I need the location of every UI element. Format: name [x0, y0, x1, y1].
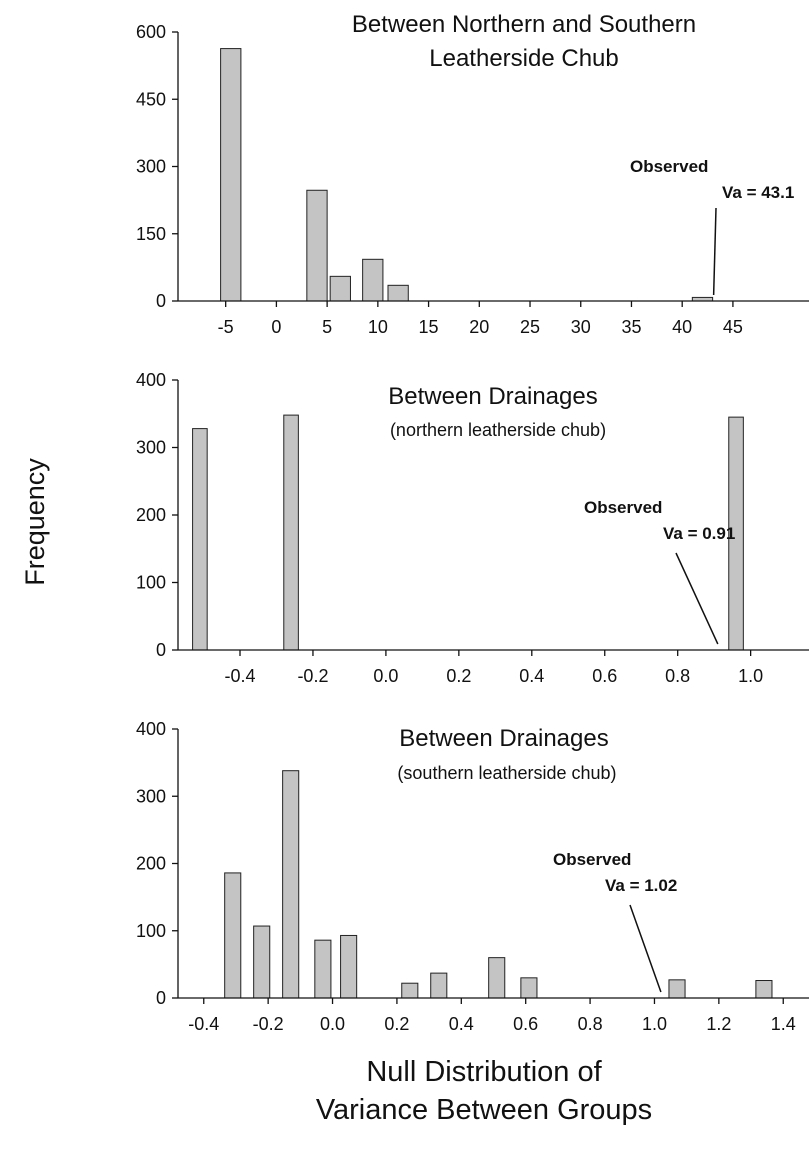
y-tick-label: 150	[136, 224, 166, 244]
panels: 0 150 300 450 600 -5 0 5 10 15 20 25 30 35 40 45 Between…	[136, 11, 809, 1034]
x-tick-label: 10	[368, 317, 388, 337]
y-tick-label: 0	[156, 988, 166, 1008]
bar	[362, 258, 384, 302]
bar	[387, 284, 409, 302]
x-tick-label: -0.4	[188, 1014, 219, 1034]
bar	[314, 939, 332, 999]
x-tick-label: 0	[271, 317, 281, 337]
x-tick-label: -5	[218, 317, 234, 337]
observed-label: Observed	[584, 498, 662, 517]
y-tick-label: 300	[136, 438, 166, 458]
x-tick-label: 20	[469, 317, 489, 337]
y-tick-label: 300	[136, 157, 166, 177]
bar	[329, 275, 351, 302]
y-tick-label: 200	[136, 854, 166, 874]
x-tick-label: 45	[723, 317, 743, 337]
panel-title: Leatherside Chub	[429, 45, 618, 72]
observed-label: Observed	[630, 157, 708, 176]
y-tick-label: 450	[136, 89, 166, 109]
bar	[253, 925, 271, 999]
x-tick-label: 5	[322, 317, 332, 337]
x-tick-label: -0.4	[224, 666, 255, 686]
x-tick-label: 0.2	[446, 666, 471, 686]
y-tick-label: 0	[156, 291, 166, 311]
bar	[520, 977, 538, 999]
x-tick-label: 0.6	[513, 1014, 538, 1034]
x-tick-label: 30	[571, 317, 591, 337]
x-axis-label-line1: Null Distribution of	[366, 1056, 602, 1088]
x-tick-label: 25	[520, 317, 540, 337]
observed-value: Va = 1.02	[605, 876, 677, 895]
x-tick-label: 1.4	[771, 1014, 796, 1034]
bar	[283, 414, 299, 651]
observed-pointer-line	[675, 552, 719, 645]
bar	[306, 189, 328, 302]
x-tick-label: 0.8	[665, 666, 690, 686]
x-tick-label: 0.0	[320, 1014, 345, 1034]
x-tick-label: -0.2	[297, 666, 328, 686]
observed-value: Va = 0.91	[663, 524, 735, 543]
y-tick-label: 200	[136, 505, 166, 525]
bar	[282, 770, 300, 999]
y-tick-label: 100	[136, 573, 166, 593]
y-tick-label: 0	[156, 640, 166, 660]
panel-title: Between Drainages	[388, 383, 597, 410]
y-tick-label: 400	[136, 719, 166, 739]
x-tick-label: -0.2	[253, 1014, 284, 1034]
x-tick-label: 40	[672, 317, 692, 337]
x-tick-label: 0.4	[519, 666, 544, 686]
chart-panel-3: 0 100 200 300 400 -0.4 -0.2 0.0 0.2 0.4 0.6 0.8 1.0 1…	[136, 719, 809, 1034]
bar	[192, 428, 208, 651]
bar	[224, 872, 242, 999]
observed-label: Observed	[553, 850, 631, 869]
bar	[488, 957, 506, 999]
bar	[668, 979, 686, 999]
x-tick-label: 35	[621, 317, 641, 337]
x-tick-label: 1.2	[706, 1014, 731, 1034]
y-tick-label: 300	[136, 786, 166, 806]
panel-subtitle: (southern leatherside chub)	[397, 763, 616, 783]
bar	[430, 972, 448, 999]
chart-panel-2: 0 100 200 300 400 -0.4 -0.2 0.0 0.2 0.4 0.6 0.8 1.0 B…	[136, 370, 809, 686]
x-tick-label: 0.8	[578, 1014, 603, 1034]
panel-title: Between Drainages	[399, 725, 608, 752]
panel-subtitle: (northern leatherside chub)	[390, 420, 606, 440]
x-tick-label: 1.0	[738, 666, 763, 686]
x-tick-label: 15	[419, 317, 439, 337]
y-axis-label: Frequency	[20, 458, 50, 586]
x-tick-label: 1.0	[642, 1014, 667, 1034]
y-tick-label: 100	[136, 921, 166, 941]
y-tick-label: 400	[136, 370, 166, 390]
observed-value: Va = 43.1	[722, 183, 794, 202]
x-tick-label: 0.4	[449, 1014, 474, 1034]
x-tick-label: 0.2	[384, 1014, 409, 1034]
x-tick-label: 0.6	[592, 666, 617, 686]
chart-panel-1: 0 150 300 450 600 -5 0 5 10 15 20 25 30 35 40 45 Between…	[136, 11, 809, 337]
x-tick-label: 0.0	[373, 666, 398, 686]
bar	[220, 48, 242, 302]
observed-pointer-line	[712, 207, 717, 296]
y-tick-label: 600	[136, 22, 166, 42]
x-axis-label-line2: Variance Between Groups	[316, 1094, 652, 1126]
bar	[340, 934, 358, 999]
bar	[401, 982, 419, 999]
panel-title: Between Northern and Southern	[352, 11, 696, 38]
observed-pointer-line	[629, 904, 662, 993]
bar	[755, 980, 773, 999]
